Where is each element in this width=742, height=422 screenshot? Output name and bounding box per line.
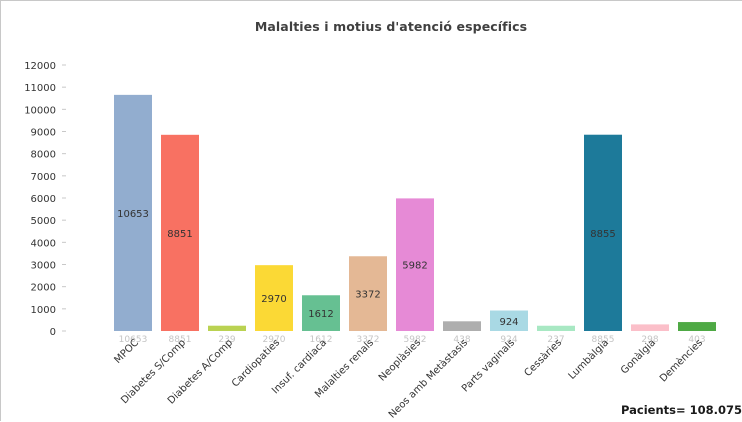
bar xyxy=(537,325,575,331)
base-value-label: 239 xyxy=(218,335,235,345)
data-label: 1612 xyxy=(308,309,333,320)
base-value-label: 8855 xyxy=(592,335,615,345)
data-label: 8851 xyxy=(167,229,192,240)
base-value-label: 5982 xyxy=(404,335,427,345)
data-label: 2970 xyxy=(261,294,286,305)
y-tick-label: 11000 xyxy=(24,83,56,94)
bars: 10653 10653 8851 8851 239 2970 2970 1612 1612 337… xyxy=(114,94,716,345)
bar xyxy=(302,295,340,331)
bar xyxy=(490,310,528,331)
bar xyxy=(631,324,669,331)
bar xyxy=(443,321,481,331)
y-tick-label: 1000 xyxy=(31,305,56,316)
y-tick-label: 9000 xyxy=(31,128,56,139)
x-tick-label: Lumbàlgia xyxy=(566,337,611,382)
x-tick-label: Cessàries xyxy=(522,337,564,379)
y-tick-label: 2000 xyxy=(31,283,56,294)
base-value-label: 403 xyxy=(688,335,705,345)
data-label: 8855 xyxy=(590,229,615,240)
y-tick-label: 12000 xyxy=(24,61,56,72)
y-tick-label: 6000 xyxy=(31,194,56,205)
data-label: 3372 xyxy=(355,290,380,301)
bar xyxy=(114,94,152,332)
x-tick-label: Neoplàsies xyxy=(376,337,423,384)
bar xyxy=(678,322,716,331)
base-value-label: 2970 xyxy=(263,335,286,345)
patients-total: Pacients= 108.075 xyxy=(621,403,742,417)
bar xyxy=(584,134,622,331)
base-value-label: 298 xyxy=(641,335,658,345)
bar xyxy=(255,265,293,331)
base-value-label: 924 xyxy=(500,335,517,345)
base-value-label: 1612 xyxy=(310,335,333,345)
x-tick-label: Cardiopaties xyxy=(230,337,282,389)
y-tick-label: 8000 xyxy=(31,150,56,161)
base-value-label: 8851 xyxy=(169,335,192,345)
base-value-label: 237 xyxy=(547,335,564,345)
y-tick-label: 4000 xyxy=(31,238,56,249)
base-value-label: 3372 xyxy=(357,335,380,345)
y-tick-label: 10000 xyxy=(24,105,56,116)
y-tick-label: 3000 xyxy=(31,261,56,272)
data-label: 10653 xyxy=(117,209,149,220)
x-tick-label: Demències xyxy=(657,337,705,385)
y-tick-label: 7000 xyxy=(31,172,56,183)
base-value-label: 10653 xyxy=(119,335,148,345)
y-tick-label: 0 xyxy=(50,327,56,338)
bar xyxy=(349,256,387,331)
x-tick-label: Gonàlgia xyxy=(618,337,658,377)
chart-title: Malalties i motius d'atenció específics xyxy=(254,19,528,34)
data-label: 924 xyxy=(499,317,518,328)
base-value-label: 438 xyxy=(453,335,470,345)
y-tick-label: 5000 xyxy=(31,216,56,227)
bar xyxy=(208,325,246,331)
bar xyxy=(396,198,434,331)
y-axis: 0 1000 2000 3000 4000 5000 6000 7000 8000 9000 100… xyxy=(24,61,66,338)
bar xyxy=(161,134,199,331)
x-tick-label: Neos amb Metàstasis xyxy=(386,337,470,421)
data-label: 5982 xyxy=(402,261,427,272)
